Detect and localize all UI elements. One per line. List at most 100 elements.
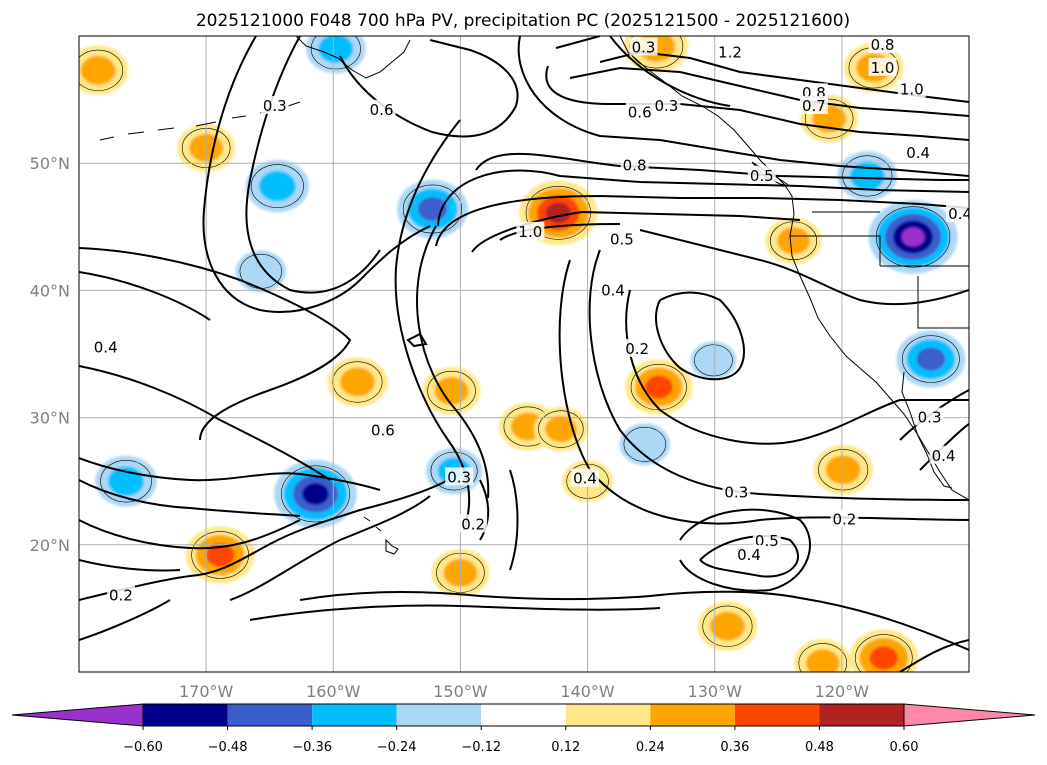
anomaly-outline xyxy=(902,335,960,383)
pv-contour xyxy=(919,423,969,471)
contour-label: 0.3 xyxy=(654,97,678,115)
positive-precip-anomaly xyxy=(765,217,822,264)
colorbar-tick-label: 0.12 xyxy=(551,740,580,755)
pv-contour xyxy=(79,479,301,517)
contour-label-background xyxy=(599,280,627,299)
anomaly-fill-level xyxy=(235,250,287,293)
pv-contour xyxy=(655,291,745,381)
longitude-tick-label: 150°W xyxy=(433,682,488,701)
pv-contour xyxy=(79,479,449,601)
contour-label: 0.4 xyxy=(573,470,597,488)
contour-label-background xyxy=(106,585,135,604)
pv-contour xyxy=(79,247,352,441)
north-america-west-coast xyxy=(619,36,969,501)
anomaly-outline xyxy=(875,206,951,268)
contour-label-background xyxy=(91,337,120,356)
pv-contour xyxy=(299,590,969,651)
positive-precip-anomaly xyxy=(533,406,589,452)
pv-contour xyxy=(79,559,181,572)
anomaly-outline xyxy=(250,164,304,208)
pv-contour xyxy=(79,599,171,641)
anomaly-outline xyxy=(332,361,383,403)
anomaly-outline xyxy=(280,465,350,523)
pv-contour xyxy=(699,535,800,578)
contour-label: 0.2 xyxy=(832,510,856,528)
contour-label-background xyxy=(915,407,944,426)
contour-label-background xyxy=(620,155,649,174)
chart-title: 2025121000 F048 700 hPa PV, precipitatio… xyxy=(196,11,850,31)
contour-label-background xyxy=(799,95,828,114)
colorbar-tick-label: −0.48 xyxy=(208,740,248,755)
anomaly-outline xyxy=(623,426,666,462)
contour-label-background xyxy=(747,165,776,184)
contour-label: 0.4 xyxy=(737,546,761,564)
pv-contour xyxy=(437,169,969,227)
contour-label-background xyxy=(260,95,289,114)
contour-label: 0.5 xyxy=(610,231,634,249)
positive-precip-anomaly xyxy=(422,366,481,415)
negative-precip-anomaly xyxy=(274,459,357,529)
pv-contour xyxy=(558,259,969,525)
anomaly-outline xyxy=(798,643,848,672)
anomaly-fill-level xyxy=(690,341,737,380)
anomaly-fill-level xyxy=(619,423,671,466)
anomaly-outline xyxy=(702,605,753,647)
pv-contour xyxy=(79,365,331,481)
contour-label-background xyxy=(752,530,781,549)
aleutian-islands xyxy=(99,101,301,141)
contour-label-background xyxy=(516,221,545,240)
latitude-tick-label: 40°N xyxy=(30,281,70,300)
contour-label: 0.2 xyxy=(625,340,649,358)
colorbar-segment xyxy=(734,704,820,726)
anomaly-fill-level xyxy=(545,415,577,443)
anomaly-fill-level xyxy=(318,36,354,64)
anomaly-outline xyxy=(538,410,584,448)
contour-label: 0.4 xyxy=(932,447,956,465)
contour-label: 0.8 xyxy=(871,36,895,54)
contour-label-background xyxy=(946,204,969,223)
alaska-peninsula xyxy=(295,36,411,79)
colorbar-segment xyxy=(481,704,566,726)
pv-contour xyxy=(545,65,969,141)
contour-label-background xyxy=(929,445,958,464)
contour-label-background xyxy=(607,229,636,248)
map-panel: 0.81.01.21.00.80.70.6 0.30.40.30.80.50.50… xyxy=(79,36,969,672)
longitude-tick-label: 120°W xyxy=(815,682,870,701)
contour-label-background xyxy=(623,338,652,357)
pv-contour xyxy=(509,469,519,571)
contour-label-background xyxy=(367,99,396,118)
anomaly-outline xyxy=(430,451,478,491)
colorbar-segment xyxy=(819,704,904,726)
colorbar-tick-label: −0.60 xyxy=(123,740,163,755)
anomaly-fill-level xyxy=(302,483,329,505)
colorbar-tick-label: −0.36 xyxy=(292,740,332,755)
anomaly-outline xyxy=(818,449,869,491)
contour-label: 1.0 xyxy=(871,59,895,77)
baja-california xyxy=(901,371,953,489)
contour-label: 0.4 xyxy=(94,339,118,357)
contour-label: 0.2 xyxy=(109,587,133,605)
contour-label: 0.6 xyxy=(628,103,652,121)
longitude-tick-label: 130°W xyxy=(688,682,743,701)
contour-label-background xyxy=(571,468,600,487)
contour-label-background xyxy=(735,544,764,563)
anomaly-outline xyxy=(804,98,854,139)
contour-label: 0.2 xyxy=(461,515,485,533)
pv-contour xyxy=(79,519,301,550)
latitude-tick-label: 50°N xyxy=(30,154,70,173)
colorbar-segment xyxy=(396,704,482,726)
anomaly-fill-level xyxy=(340,367,375,397)
colorbar-extend-high xyxy=(903,703,1036,727)
contour-label: 0.6 xyxy=(371,421,395,439)
colorbar-segment xyxy=(227,704,313,726)
negative-precip-anomaly xyxy=(837,151,898,201)
anomaly-fill-level xyxy=(777,227,810,255)
contour-label-background xyxy=(368,420,397,439)
contour-label: 0.3 xyxy=(918,409,942,427)
anomaly-fill-level xyxy=(709,611,745,641)
pv-contour xyxy=(639,229,969,306)
positive-precip-anomaly xyxy=(79,45,128,96)
anomaly-fill-level xyxy=(869,646,899,670)
anomaly-outline xyxy=(842,155,893,197)
